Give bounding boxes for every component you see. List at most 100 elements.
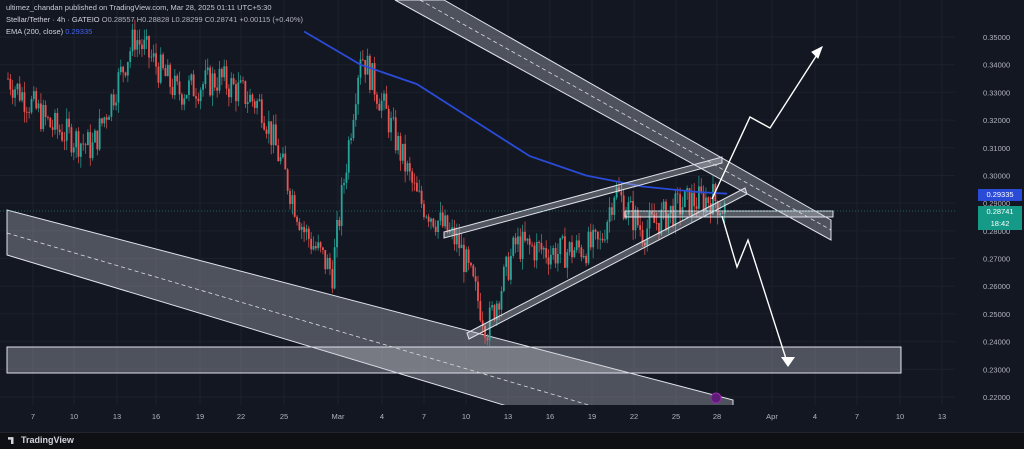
tradingview-brand[interactable]: TradingView <box>8 435 74 445</box>
candle-body <box>427 216 430 222</box>
candle-body <box>202 84 204 90</box>
time-tick-label: 4 <box>380 412 384 421</box>
candle-body <box>582 256 585 258</box>
candle-body <box>608 207 611 222</box>
candle-body <box>592 229 595 248</box>
candle-body <box>432 218 435 227</box>
time-tick-label: 10 <box>70 412 78 421</box>
candle-body <box>364 60 367 75</box>
candle-body <box>373 63 376 95</box>
candle-body <box>188 80 190 95</box>
candle-body <box>145 36 148 40</box>
candle-body <box>559 238 562 255</box>
candle-body <box>716 201 719 216</box>
event-icon[interactable] <box>710 392 722 404</box>
candle-body <box>11 89 14 98</box>
time-tick-label: 4 <box>813 412 817 421</box>
ema-price-tag: 0.29335 <box>978 189 1022 201</box>
candle-body <box>169 64 172 87</box>
candle-body <box>674 193 677 226</box>
candle-body <box>96 130 99 150</box>
candle-body <box>620 191 623 196</box>
candle-body <box>291 195 294 205</box>
candle-body <box>326 257 329 270</box>
price-tick-label: 0.27000 <box>983 255 1010 264</box>
candle-body <box>98 118 101 150</box>
candle-body <box>181 94 183 105</box>
candle-body <box>390 117 392 133</box>
candle-body <box>420 190 423 204</box>
candle-body <box>573 250 576 258</box>
candle-body <box>143 39 146 50</box>
wedge-lower-band <box>466 187 748 340</box>
candle-body <box>627 202 630 215</box>
candle-body <box>596 231 599 240</box>
candle-body <box>705 197 707 212</box>
candle-body <box>225 66 228 89</box>
candle-body <box>446 215 449 233</box>
ohlc-values: O0.28557 H0.28828 L0.28299 C0.28741 +0.0… <box>101 15 304 24</box>
candle-body <box>51 127 54 130</box>
candle-body <box>324 249 327 270</box>
time-axis[interactable] <box>0 405 955 432</box>
upper-descending-channel <box>394 0 832 241</box>
tradingview-logo-icon <box>8 437 14 445</box>
time-tick-label: 13 <box>113 412 121 421</box>
candle-body <box>331 269 334 289</box>
candle-body <box>587 231 590 264</box>
lower-channel-midline <box>6 232 681 432</box>
candle-body <box>213 73 216 88</box>
candle-body <box>604 239 606 241</box>
candle-body <box>394 117 397 151</box>
candle-body <box>286 169 289 191</box>
candle-body <box>49 117 52 128</box>
candle-body <box>566 252 569 268</box>
candle-body <box>70 127 73 153</box>
candle-body <box>423 203 425 218</box>
time-tick-label: 16 <box>546 412 554 421</box>
candle-body <box>110 94 113 117</box>
ema-200-line <box>303 30 728 195</box>
candle-body <box>199 89 202 102</box>
candle-body <box>578 240 580 248</box>
candle-body <box>479 301 482 321</box>
candle-body <box>500 290 503 310</box>
candle-body <box>333 247 336 289</box>
candle-body <box>707 197 710 204</box>
candle-body <box>267 121 270 134</box>
indicator-label[interactable]: EMA (200, close) <box>6 27 64 36</box>
candle-body <box>77 131 80 157</box>
candle-body <box>528 238 531 245</box>
price-tick-label: 0.30000 <box>983 171 1010 180</box>
candle-body <box>35 91 38 109</box>
bearish-projection-arrow <box>721 215 789 366</box>
candle-body <box>580 247 583 258</box>
candle-body <box>21 92 23 101</box>
candle-body <box>82 143 85 145</box>
candle-body <box>430 218 432 222</box>
candle-body <box>312 246 315 250</box>
candle-body <box>712 184 714 215</box>
candle-body <box>253 101 256 108</box>
candle-body <box>307 228 310 239</box>
candle-body <box>491 305 493 308</box>
candle-body <box>463 244 465 272</box>
bearish-arrow-head <box>781 357 795 367</box>
candle-body <box>643 242 646 246</box>
candle-body <box>371 63 374 90</box>
candle-body <box>126 61 129 76</box>
candle-body <box>18 83 21 101</box>
price-chart[interactable]: 0.35000 0.34000 0.33000 0.32000 0.31000 0.300… <box>0 0 1024 432</box>
candle-body <box>693 192 696 207</box>
candle-body <box>322 247 324 250</box>
candle-body <box>345 172 348 183</box>
candle-body <box>648 211 651 229</box>
candle-body <box>361 59 364 61</box>
candle-body <box>218 68 221 91</box>
candle-body <box>700 186 703 192</box>
candle-body <box>164 68 167 77</box>
symbol-name[interactable]: Stellar/Tether · 4h · GATEIO <box>6 15 100 24</box>
candle-body <box>112 94 115 106</box>
candle-body <box>305 228 308 233</box>
candle-body <box>568 242 571 253</box>
